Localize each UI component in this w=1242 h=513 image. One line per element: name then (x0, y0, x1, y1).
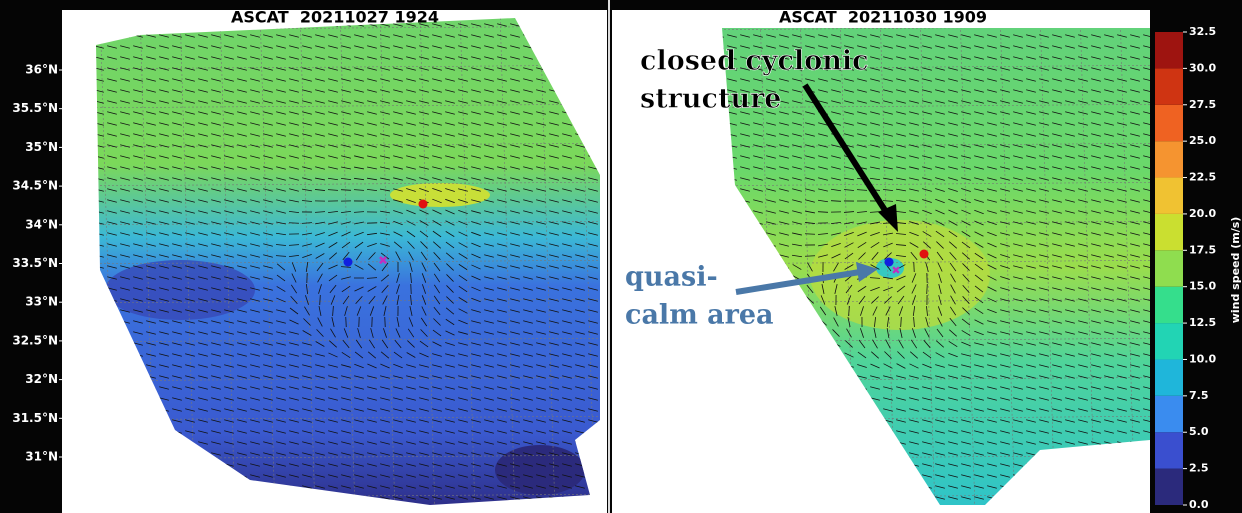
wind-vector (1182, 332, 1192, 334)
colorbar-segment (1155, 432, 1183, 468)
colorbar: 0.0 2.5 5.0 7.5 10.0 12.5 15.0 17.5 20.0 22.5 25.0… (1155, 25, 1216, 511)
wind-vector (289, 223, 299, 224)
low-wind-region (495, 445, 585, 495)
colorbar-tick-label: 7.5 (1189, 389, 1209, 402)
lat-tick-label: 32°N (25, 372, 58, 386)
colorbar-tick-label: 10.0 (1189, 352, 1216, 365)
colorbar-segment (1155, 178, 1183, 214)
colorbar-tick-label: 22.5 (1189, 171, 1216, 184)
marker: ✖ (378, 254, 388, 268)
wind-vector (1182, 167, 1192, 169)
lat-tick-label: 33°N (25, 295, 58, 309)
annotation-text: calm area (625, 300, 774, 331)
wind-vector (1182, 222, 1192, 224)
high-wind-region (390, 183, 490, 207)
colorbar-tick-label: 12.5 (1189, 316, 1216, 329)
colorbar-tick-label: 15.0 (1189, 280, 1216, 293)
colorbar-segment (1155, 32, 1183, 68)
marker (344, 258, 353, 267)
wind-vector (1156, 508, 1166, 510)
colorbar-tick-label: 30.0 (1189, 61, 1216, 74)
colorbar-segment (1155, 396, 1183, 432)
lat-tick-label: 31°N (25, 450, 58, 464)
wind-vector (1182, 409, 1192, 411)
wind-vector (1182, 123, 1192, 125)
colorbar-tick-label: 32.5 (1189, 25, 1216, 38)
wind-vector (1182, 420, 1192, 422)
wind-vector (1182, 442, 1192, 444)
annotation-text: quasi- (625, 262, 718, 293)
wind-vector (1182, 200, 1192, 202)
annotation-text: closed cyclonic (640, 46, 869, 77)
lat-tick-label: 35°N (25, 140, 58, 154)
wind-vector (1182, 343, 1192, 345)
wind-vector (1182, 453, 1192, 455)
wind-vector (1182, 376, 1192, 378)
wind-vector (1182, 486, 1192, 488)
wind-vector (1182, 475, 1192, 477)
colorbar-label: wind speed (m/s) (1229, 217, 1242, 324)
wind-vector (1182, 310, 1192, 312)
wind-vector (927, 284, 928, 294)
colorbar-tick-label: 25.0 (1189, 134, 1216, 147)
lat-tick-label: 34°N (25, 217, 58, 231)
wind-vector (1182, 266, 1192, 268)
lat-tick-label: 34.5°N (12, 179, 58, 193)
colorbar-tick-label: 20.0 (1189, 207, 1216, 220)
colorbar-tick-label: 27.5 (1189, 98, 1216, 111)
annotation-text: structure (640, 84, 781, 115)
wind-vector (1182, 156, 1192, 158)
colorbar-segment (1155, 141, 1183, 177)
colorbar-segment (1155, 105, 1183, 141)
panel-title: ASCAT 20211027 1924 (231, 8, 439, 27)
panel-title: ASCAT 20211030 1909 (779, 8, 987, 27)
marker (920, 250, 929, 259)
wind-vector (1156, 24, 1166, 26)
marker: ✖ (891, 264, 900, 277)
wind-vector (1182, 189, 1192, 191)
figure: ✖ ASCAT 20211027 1924 ✖ ASCAT 20211030 1… (0, 0, 1242, 513)
marker (419, 200, 428, 209)
wind-vector (1182, 90, 1192, 92)
colorbar-segment (1155, 287, 1183, 323)
wind-vector (1182, 57, 1192, 59)
colorbar-segment (1155, 68, 1183, 104)
colorbar-segment (1155, 250, 1183, 286)
wind-vector (805, 256, 815, 257)
colorbar-segment (1155, 214, 1183, 250)
colorbar-segment (1155, 359, 1183, 395)
colorbar-tick-label: 0.0 (1189, 498, 1209, 511)
wind-vector (1182, 112, 1192, 114)
lat-tick-label: 35.5°N (12, 101, 58, 115)
figure-svg: ✖ ASCAT 20211027 1924 ✖ ASCAT 20211030 1… (0, 0, 1242, 513)
wind-vector (1182, 79, 1192, 81)
wind-vector (1182, 46, 1192, 48)
colorbar-tick-label: 2.5 (1189, 462, 1209, 475)
wind-vector (1182, 299, 1192, 301)
lat-tick-label: 36°N (25, 63, 58, 77)
lat-tick-label: 31.5°N (12, 411, 58, 425)
colorbar-tick-label: 17.5 (1189, 243, 1216, 256)
lat-tick-label: 33.5°N (12, 256, 58, 270)
colorbar-segment (1155, 323, 1183, 359)
colorbar-tick-label: 5.0 (1189, 425, 1209, 438)
colorbar-segment (1155, 469, 1183, 505)
wind-vector (1182, 233, 1192, 235)
wind-vector (1169, 24, 1179, 26)
wind-vector (1169, 508, 1179, 510)
lat-tick-label: 32.5°N (12, 333, 58, 347)
